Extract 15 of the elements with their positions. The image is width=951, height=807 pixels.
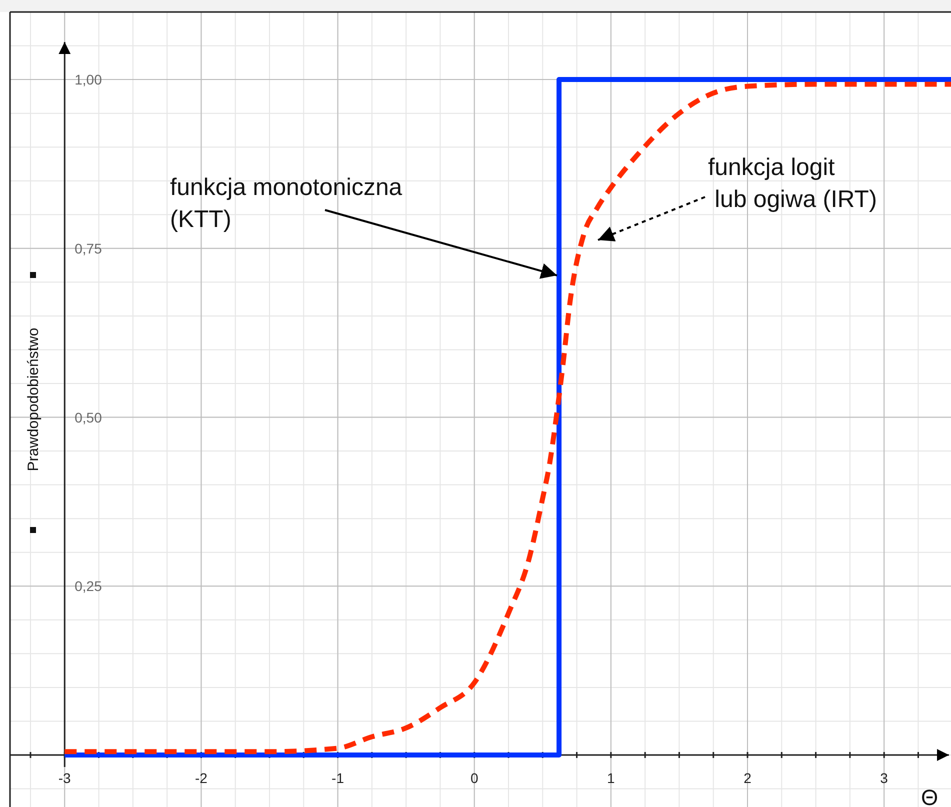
x-tick-label: -2 [194,770,208,786]
x-tick-label: 2 [744,770,752,786]
annotation: funkcja monotoniczna (KTT) [170,174,403,233]
x-axis-title: Θ [921,785,938,807]
x-tick-label: -3 [58,770,72,786]
y-tick-label: 0,75 [74,240,102,256]
y-tick-label: 1,00 [74,72,102,88]
x-tick-label: 1 [607,770,616,786]
y-tick-label: 0,50 [74,409,102,426]
x-tick-label: 3 [880,770,888,786]
annotation: funkcja logit lub ogiwa (IRT) [708,154,877,213]
x-tick-label: 0 [470,770,478,786]
x-tick-label: -1 [332,770,344,786]
y-tick-label: 0,25 [74,578,102,594]
y-axis-title: Prawdopodobieństwo [25,328,42,472]
